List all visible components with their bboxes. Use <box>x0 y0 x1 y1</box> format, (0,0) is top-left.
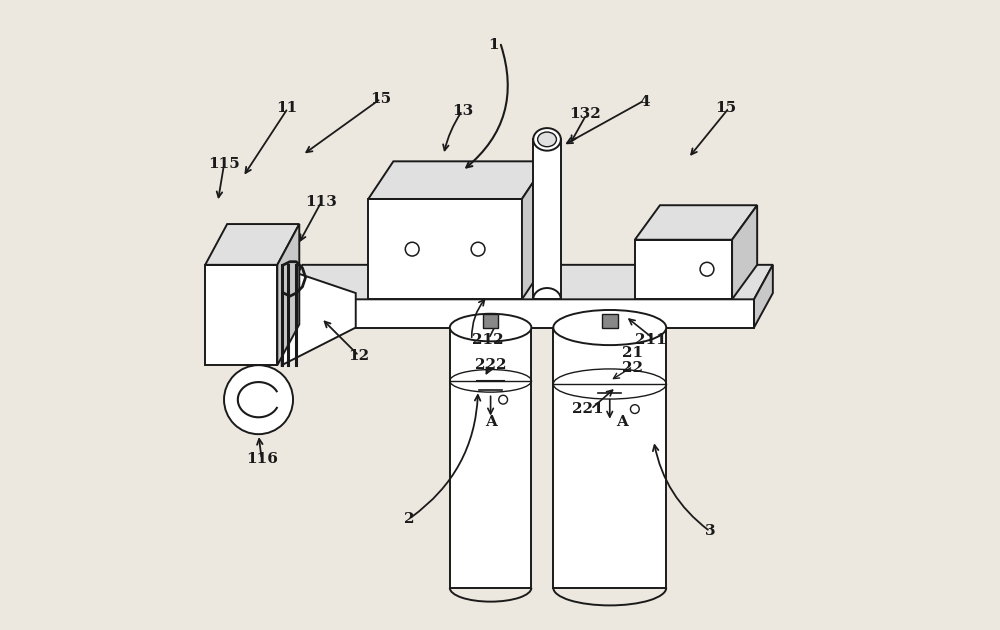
Polygon shape <box>553 328 666 588</box>
Circle shape <box>630 404 639 413</box>
Polygon shape <box>522 161 547 299</box>
Polygon shape <box>533 139 561 299</box>
Polygon shape <box>284 265 773 299</box>
Text: 2: 2 <box>404 512 414 526</box>
Polygon shape <box>754 265 773 328</box>
Polygon shape <box>635 240 732 299</box>
Circle shape <box>224 365 293 434</box>
Polygon shape <box>602 314 618 328</box>
Circle shape <box>405 243 419 256</box>
Text: 13: 13 <box>452 104 473 118</box>
Text: 12: 12 <box>348 349 369 363</box>
Polygon shape <box>483 314 498 328</box>
Text: 15: 15 <box>370 91 391 106</box>
Polygon shape <box>635 205 757 240</box>
Text: 15: 15 <box>715 101 736 115</box>
Ellipse shape <box>538 132 556 147</box>
Text: A: A <box>616 415 628 428</box>
Polygon shape <box>277 224 299 365</box>
Ellipse shape <box>553 310 666 345</box>
Polygon shape <box>368 199 522 299</box>
Circle shape <box>700 262 714 276</box>
Text: 113: 113 <box>305 195 337 209</box>
Text: 115: 115 <box>208 158 240 171</box>
Text: A: A <box>485 415 497 428</box>
Circle shape <box>499 395 508 404</box>
Text: 22: 22 <box>622 362 643 375</box>
Text: 222: 222 <box>475 358 506 372</box>
Text: 4: 4 <box>639 94 650 109</box>
Text: 11: 11 <box>276 101 297 115</box>
Circle shape <box>471 243 485 256</box>
Text: 211: 211 <box>635 333 666 347</box>
Text: 116: 116 <box>246 452 278 466</box>
Polygon shape <box>205 265 277 365</box>
Text: 3: 3 <box>705 524 715 539</box>
Polygon shape <box>450 328 531 588</box>
Text: 212: 212 <box>472 333 503 347</box>
Text: 221: 221 <box>572 402 604 416</box>
Text: 21: 21 <box>622 346 644 360</box>
Polygon shape <box>732 205 757 299</box>
Text: 1: 1 <box>488 38 499 52</box>
Polygon shape <box>282 268 356 365</box>
Text: 132: 132 <box>569 107 601 122</box>
Polygon shape <box>284 299 754 328</box>
Polygon shape <box>368 161 547 199</box>
Ellipse shape <box>533 128 561 151</box>
Polygon shape <box>205 224 299 265</box>
Ellipse shape <box>450 314 531 341</box>
